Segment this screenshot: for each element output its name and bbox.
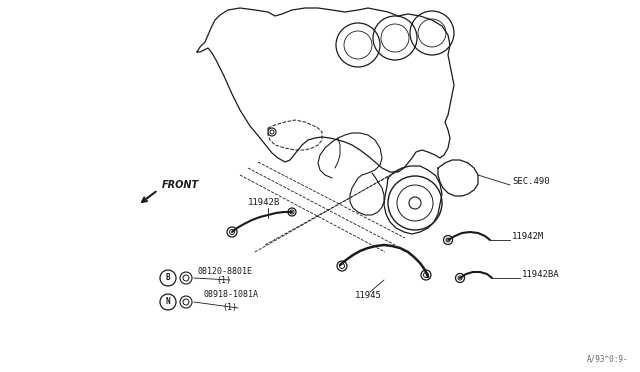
Text: (1): (1) [216,276,231,285]
Text: 11942B: 11942B [248,198,280,207]
Text: SEC.490: SEC.490 [512,177,550,186]
Text: 08120-8801E: 08120-8801E [198,267,253,276]
Text: (1): (1) [222,303,237,312]
Text: 08918-1081A: 08918-1081A [204,290,259,299]
Text: 11942BA: 11942BA [522,270,559,279]
Text: 11942M: 11942M [512,232,544,241]
Text: FRONT: FRONT [162,180,199,190]
Text: N: N [166,298,170,307]
Text: 11945: 11945 [355,291,382,300]
Text: A/93^0:9-: A/93^0:9- [586,355,628,364]
Text: B: B [166,273,170,282]
